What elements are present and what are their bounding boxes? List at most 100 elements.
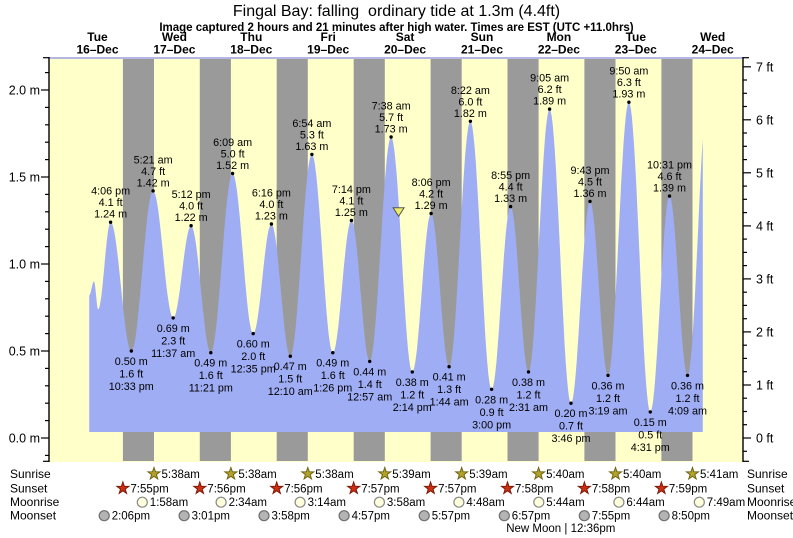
astro-row-label-right: Moonrise xyxy=(747,495,793,509)
tide-point-dot xyxy=(489,387,494,391)
tide-annotation-line: 7:38 am xyxy=(372,101,411,113)
astro-row-label-right: Moonset xyxy=(747,509,793,523)
left-axis-label: 0.5 m xyxy=(9,345,40,359)
moonset-circle-icon xyxy=(578,510,590,522)
day-label-weekday: Sun xyxy=(471,30,494,44)
day-label-date: 19–Dec xyxy=(307,43,349,57)
moonset-circle-icon xyxy=(98,510,110,522)
astro-time: 5:40am xyxy=(623,469,661,481)
left-axis-label: 1.0 m xyxy=(9,258,40,272)
tide-point-dot xyxy=(606,373,610,378)
sunrise-star-icon xyxy=(608,465,623,481)
tide-annotation-line: 12:57 am xyxy=(347,391,392,403)
day-label-date: 17–Dec xyxy=(153,43,195,57)
tide-annotation-line: 1.93 m xyxy=(612,89,645,101)
sunrise-star-icon xyxy=(223,465,239,481)
tide-annotation-line: 0.15 m xyxy=(634,417,667,429)
tide-annotation-line: 3:00 pm xyxy=(472,419,511,431)
tide-annotation-line: 11:21 pm xyxy=(189,383,233,395)
tide-point-dot xyxy=(648,410,652,414)
tide-annotation-line: 0.20 m xyxy=(554,408,587,420)
tide-point-dot xyxy=(288,354,292,358)
tide-point-dot xyxy=(349,218,354,223)
astro-time: 2:06pm xyxy=(112,511,150,523)
astro-time: 7:58pm xyxy=(515,484,553,496)
tide-annotation-line: 1.2 ft xyxy=(675,393,699,405)
astro-time: 8:50pm xyxy=(672,511,710,523)
tide-annotation-line: 5.0 ft xyxy=(221,149,245,161)
tide-point-dot xyxy=(569,401,573,405)
tide-annotation-line: 1.2 ft xyxy=(516,389,540,401)
sunrise-star-icon xyxy=(377,465,393,481)
tide-annotation-line: 4:09 am xyxy=(668,405,707,417)
moonrise-circle-icon xyxy=(613,496,625,508)
moonrise-circle-icon xyxy=(693,496,705,508)
tide-annotation-line: 10:31 pm xyxy=(647,160,692,172)
astro-row-label-left: Moonrise xyxy=(10,495,60,509)
astro-time: 3:58am xyxy=(387,497,425,509)
tide-annotation-line: 1.2 ft xyxy=(400,389,424,401)
astro-time: 7:55pm xyxy=(130,484,168,496)
astro-time: 3:58pm xyxy=(272,511,310,523)
sunset-star-icon xyxy=(192,480,208,495)
day-label-date: 22–Dec xyxy=(538,43,580,57)
tide-annotation-line: 12:35 pm xyxy=(231,364,276,376)
tide-point-dot xyxy=(526,370,531,374)
day-label-weekday: Sat xyxy=(396,30,415,44)
tide-annotation-line: 1.73 m xyxy=(375,124,408,136)
moonrise-circle-icon xyxy=(453,496,465,508)
tide-annotation-line: 0.7 ft xyxy=(559,421,583,433)
tide-annotation-line: 4.0 ft xyxy=(259,199,283,211)
tide-annotation-line: 0.28 m xyxy=(475,394,508,406)
sunset-star-icon xyxy=(653,480,669,495)
tide-annotation-line: 0.44 m xyxy=(353,366,386,378)
astro-time: 5:57pm xyxy=(432,511,470,523)
tide-annotation-line: 4.2 ft xyxy=(419,189,443,201)
astro-time: 4:57pm xyxy=(352,511,390,523)
astro-time: 5:38am xyxy=(238,469,276,481)
left-axis-label: 0.0 m xyxy=(9,432,40,446)
tide-annotation-line: 0.9 ft xyxy=(480,407,504,419)
day-label-weekday: Wed xyxy=(700,30,725,44)
right-axis-label: 2 ft xyxy=(756,325,774,339)
tide-annotation-line: 6.3 ft xyxy=(617,77,641,89)
tide-annotation-line: 2.3 ft xyxy=(161,335,185,347)
day-label-date: 20–Dec xyxy=(384,43,426,57)
right-axis-label: 6 ft xyxy=(756,113,774,127)
tide-point-dot xyxy=(667,194,672,198)
current-level-marker-icon xyxy=(392,207,406,218)
moonset-circle-icon xyxy=(258,510,270,522)
tide-annotation-line: 1.24 m xyxy=(94,209,127,221)
page-title: Fingal Bay: falling ordinary tide at 1.3… xyxy=(232,3,561,20)
tide-annotation-line: 10:33 pm xyxy=(109,381,154,393)
tide-annotation-line: 4:31 pm xyxy=(631,442,670,454)
moonset-circle-icon xyxy=(498,510,510,522)
day-labels: Tue16–DecWed17–DecThu18–DecFri19–DecSat2… xyxy=(76,30,734,57)
moonset-circle-icon xyxy=(418,510,430,522)
astro-time: 4:48am xyxy=(466,497,504,509)
sunrise-star-icon xyxy=(531,465,547,481)
day-label-date: 24–Dec xyxy=(692,43,734,57)
astro-row-label-left: Moonset xyxy=(10,509,57,523)
tide-annotation-line: 6.2 ft xyxy=(538,84,562,96)
astro-time: 5:44am xyxy=(546,497,584,509)
sunset-star-icon xyxy=(115,480,131,495)
astro-time: 7:55pm xyxy=(592,511,630,523)
astro-row-label-left: Sunrise xyxy=(10,467,51,481)
day-label-weekday: Wed xyxy=(162,30,187,44)
tide-annotation-line: 4.4 ft xyxy=(499,182,523,194)
tide-point-dot xyxy=(468,119,473,124)
tide-annotation-line: 1.25 m xyxy=(335,207,368,219)
tide-annotation-line: 4.1 ft xyxy=(99,197,123,209)
tide-point-dot xyxy=(627,100,631,104)
tide-annotation-line: 0.50 m xyxy=(115,356,148,368)
tide-annotation-line: 1.5 ft xyxy=(278,374,302,386)
tide-annotation-line: 0.41 m xyxy=(433,372,466,384)
day-label-weekday: Tue xyxy=(87,30,108,44)
left-axis-label: 1.5 m xyxy=(9,171,40,185)
astro-rows: Sunrise Sunrise 5:38am 5:38am 5:38am 5:39am 5:… xyxy=(10,465,793,523)
tide-point-dot xyxy=(447,365,451,369)
moonrise-circle-icon xyxy=(215,496,227,508)
tide-annotation-line: 7:14 pm xyxy=(332,184,371,196)
sunrise-star-icon xyxy=(454,465,470,481)
